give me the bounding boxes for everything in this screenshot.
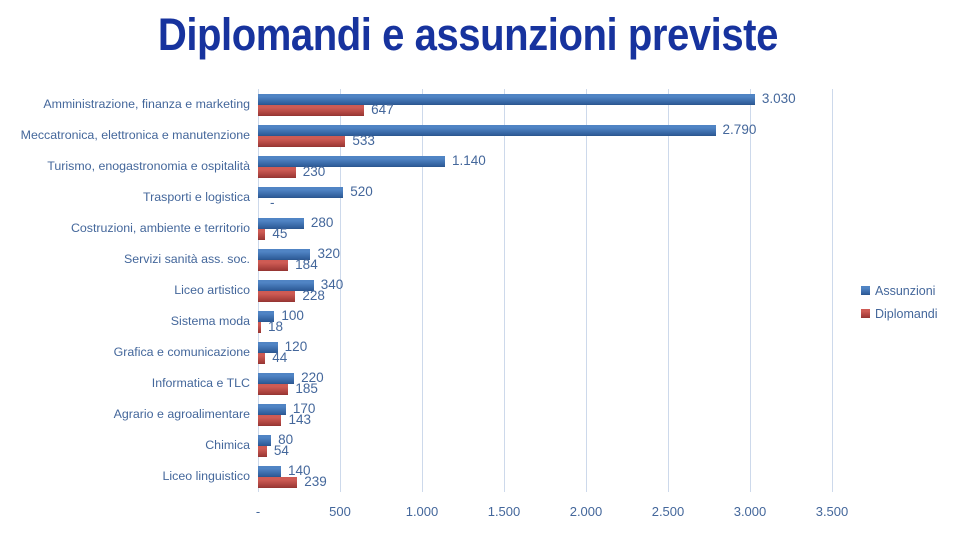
gridline [668,89,669,492]
bar-diplomandi [258,383,289,395]
gridline [340,89,341,492]
category-label: Turismo, enogastronomia e ospitalità [47,159,250,173]
gridline [422,89,423,492]
data-label-diplomandi: 647 [371,102,394,117]
category-label: Grafica e comunicazione [113,345,250,359]
data-label-assunzioni: 120 [284,339,308,354]
data-label-diplomandi: - [270,195,275,210]
data-label-diplomandi: 143 [288,412,311,427]
bar-assunzioni [258,372,295,384]
data-label-assunzioni: 1.140 [451,153,486,168]
data-label-diplomandi: 44 [272,350,288,365]
bar-assunzioni [258,403,286,415]
category-label: Costruzioni, ambiente e territorio [70,221,250,235]
category-label: Meccatronica, elettronica e manutenzione [20,128,250,142]
bar-diplomandi [258,414,282,426]
category-label: Informatica e TLC [151,376,250,390]
xtick-label: 3.500 [815,504,849,519]
bar-diplomandi [258,104,365,116]
data-label-assunzioni: 220 [301,370,324,385]
xtick-label: 2.000 [569,504,603,519]
legend-label: Assunzioni [875,284,936,298]
xtick-label: 1.000 [405,504,439,519]
xtick-label: 3.000 [733,504,767,519]
legend-swatch-assunzioni [861,286,870,295]
bar-diplomandi [258,445,267,457]
data-label-diplomandi: 184 [295,257,318,272]
xtick-label: 2.500 [651,504,685,519]
data-label-assunzioni: 170 [292,401,316,416]
bar-assunzioni [258,341,278,353]
bar-assunzioni [258,465,281,477]
bar-assunzioni [258,310,275,322]
gridline [586,89,587,492]
bar-diplomandi [258,259,289,271]
bar-diplomandi [258,352,266,364]
bar-assunzioni [258,279,314,291]
data-label-diplomandi: 45 [272,226,288,241]
data-label-diplomandi: 54 [273,443,289,458]
data-label-diplomandi: 228 [302,288,325,303]
gridline [504,89,505,492]
legend-label: Diplomandi [875,306,938,321]
bar-assunzioni [258,186,344,198]
bar-assunzioni [258,217,304,229]
category-label: Servizi sanità ass. soc. [123,252,250,266]
data-label-assunzioni: 140 [287,463,311,478]
bar-diplomandi [258,135,346,147]
bar-assunzioni [258,434,272,446]
data-label-diplomandi: 239 [304,474,327,489]
category-label: Amministrazione, finanza e marketing [43,97,250,111]
bar-diplomandi [258,290,296,302]
data-label-diplomandi: 533 [352,133,375,148]
data-label-assunzioni: 80 [278,432,294,447]
gridline [832,89,833,492]
bar-assunzioni [258,124,716,136]
data-label-diplomandi: 18 [267,319,283,334]
data-label-assunzioni: 3.030 [761,91,796,106]
slide-title: Diplomandi e assunzioni previste [157,9,778,60]
xtick-label: - [255,504,261,519]
bar-diplomandi [258,228,266,240]
xtick-label: 1.500 [487,504,521,519]
data-label-assunzioni: 520 [350,184,373,199]
bar-diplomandi [258,476,298,488]
gridline [750,89,751,492]
category-label: Liceo artistico [174,283,250,297]
data-label-diplomandi: 230 [302,164,326,179]
category-label: Trasporti e logistica [143,190,250,204]
data-label-assunzioni: 100 [281,308,304,323]
data-label-diplomandi: 185 [295,381,318,396]
xtick-label: 500 [329,504,351,519]
category-label: Chimica [205,438,250,452]
bar-diplomandi [258,166,296,178]
data-label-assunzioni: 320 [317,246,340,261]
data-label-assunzioni: 340 [320,277,344,292]
bar-assunzioni [258,93,755,105]
bar-assunzioni [258,248,311,260]
legend-swatch-diplomandi [861,308,870,318]
bar-diplomandi [258,321,261,333]
data-label-assunzioni: 280 [310,215,334,230]
bar-assunzioni [258,155,445,167]
category-label: Agrario e agroalimentare [113,407,250,421]
category-label: Sistema moda [170,314,250,328]
data-label-assunzioni: 2.790 [722,122,757,137]
category-label: Liceo linguistico [162,469,250,483]
